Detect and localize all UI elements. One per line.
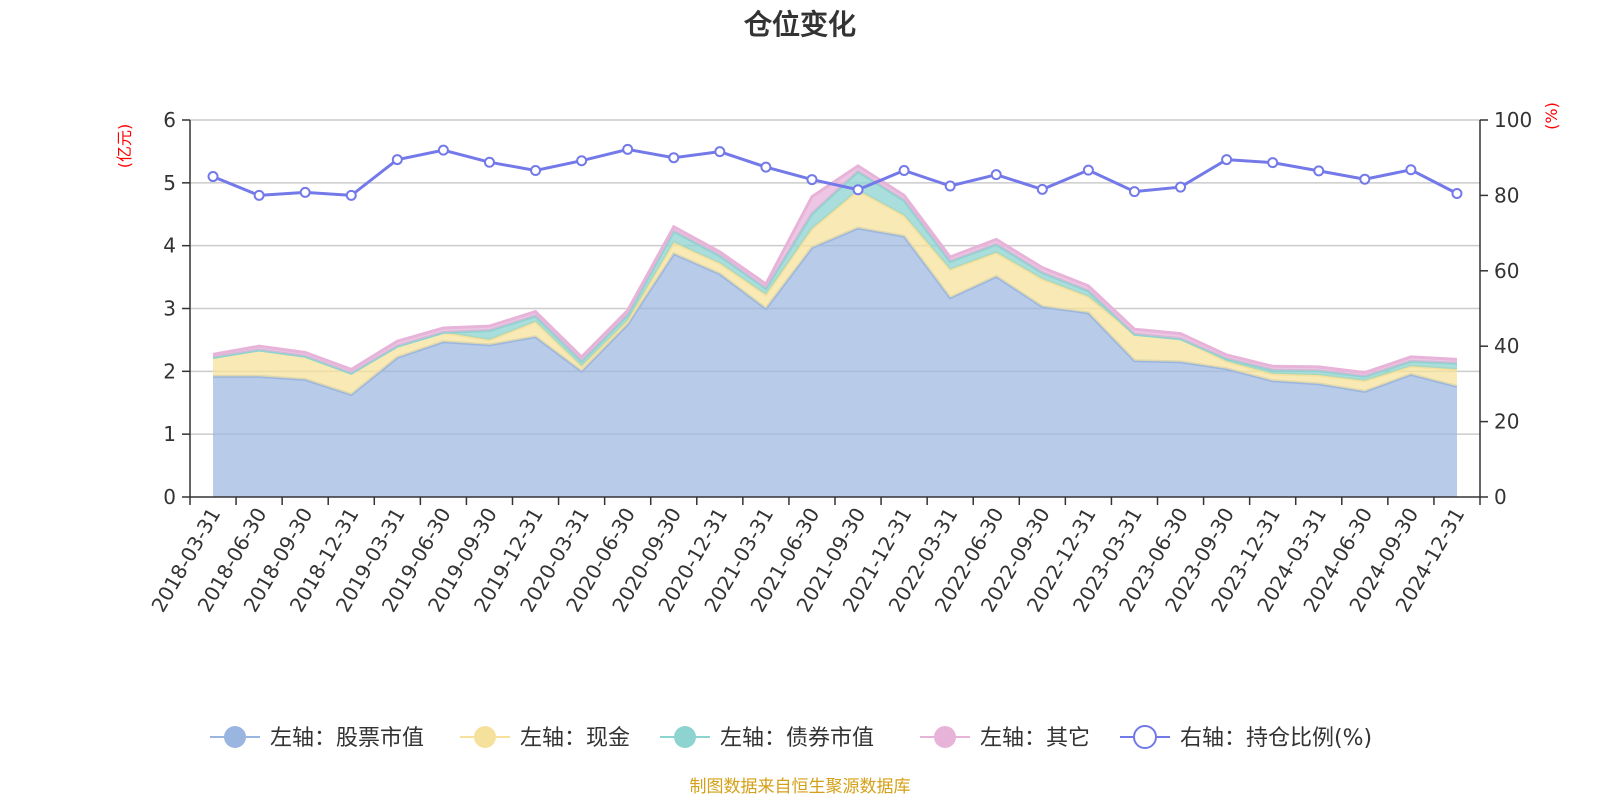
ratio-point — [1082, 164, 1094, 176]
legend-marker — [1133, 725, 1157, 749]
legend-label: 左轴：股票市值 — [270, 726, 424, 751]
ratio-point — [437, 144, 449, 156]
left-tick-label: 3 — [163, 297, 176, 321]
stacked-areas — [212, 164, 1458, 497]
ratio-point — [1313, 165, 1325, 177]
ratio-point — [1405, 164, 1417, 176]
legend-label: 左轴：其它 — [980, 726, 1090, 751]
ratio-point — [1451, 188, 1463, 200]
legend-marker — [224, 726, 246, 748]
ratio-point — [576, 155, 588, 167]
source-note: 制图数据来自恒生聚源数据库 — [690, 777, 911, 797]
ratio-point — [345, 189, 357, 201]
legend-marker — [474, 726, 496, 748]
ratio-point — [990, 169, 1002, 181]
ratio-point — [714, 146, 726, 158]
ratio-line — [207, 143, 1463, 201]
left-tick-label: 4 — [163, 234, 176, 258]
ratio-point — [760, 161, 772, 173]
ratio-point — [668, 152, 680, 164]
right-tick-label: 80 — [1494, 183, 1519, 207]
left-tick-label: 1 — [163, 422, 176, 446]
ratio-point — [1175, 181, 1187, 193]
left-axis-unit: (亿元) — [115, 124, 134, 169]
right-tick-label: 0 — [1494, 485, 1507, 509]
ratio-point — [483, 156, 495, 168]
legend-label: 右轴：持仓比例(%) — [1180, 726, 1372, 751]
area-edge-4 — [212, 164, 1458, 375]
right-tick-label: 20 — [1494, 410, 1519, 434]
legend-marker — [934, 726, 956, 748]
ratio-point — [622, 143, 634, 155]
ratio-line-path — [212, 147, 1458, 197]
ratio-point — [806, 174, 818, 186]
left-tick-label: 0 — [163, 485, 176, 509]
ratio-point — [299, 186, 311, 198]
legend-label: 左轴：债券市值 — [720, 726, 874, 751]
right-axis-unit: (%) — [1542, 102, 1561, 130]
ratio-point — [253, 189, 265, 201]
ratio-point — [207, 171, 219, 183]
ratio-point — [1221, 154, 1233, 166]
ratio-point — [852, 184, 864, 196]
left-tick-label: 6 — [163, 108, 176, 132]
legend-marker — [674, 726, 696, 748]
ratio-point — [530, 165, 542, 177]
ratio-point — [1128, 186, 1140, 198]
area-2 — [213, 190, 1457, 395]
area-1 — [213, 228, 1457, 497]
chart-title: 仓位变化 — [744, 8, 856, 41]
left-tick-label: 5 — [163, 171, 176, 195]
ratio-point — [391, 154, 403, 166]
legend: 左轴：股票市值 左轴：现金 左轴：债券市值 左轴：其它 右轴：持仓比例(%) — [210, 725, 1372, 751]
ratio-point — [944, 180, 956, 192]
ratio-point — [1359, 173, 1371, 185]
ratio-point — [1036, 183, 1048, 195]
ratio-point — [898, 165, 910, 177]
left-tick-label: 2 — [163, 359, 176, 383]
ratio-point — [1267, 157, 1279, 169]
right-tick-label: 60 — [1494, 259, 1519, 283]
right-tick-label: 40 — [1494, 334, 1519, 358]
legend-label: 左轴：现金 — [520, 726, 630, 751]
right-tick-label: 100 — [1494, 108, 1532, 132]
